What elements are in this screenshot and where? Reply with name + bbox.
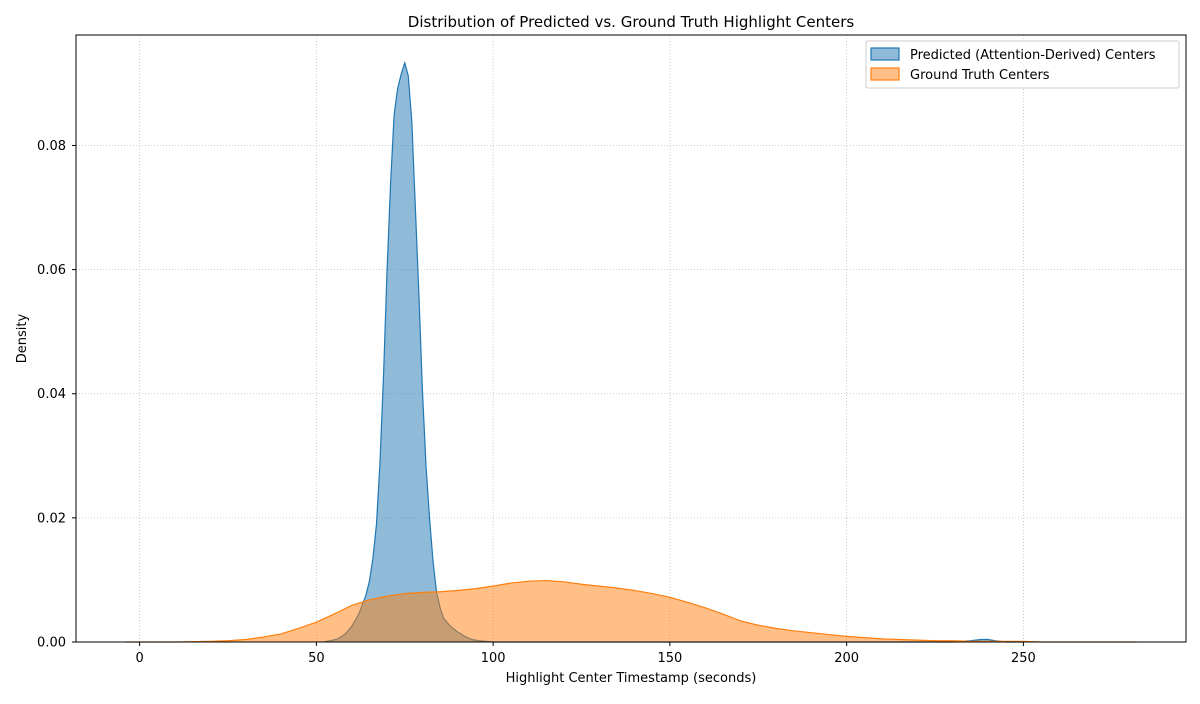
predicted-density-area: [323, 62, 1024, 643]
chart-title: Distribution of Predicted vs. Ground Tru…: [408, 13, 855, 31]
y-tick-label: 0.06: [37, 263, 66, 278]
legend-label-ground-truth: Ground Truth Centers: [910, 68, 1050, 83]
grid-layer: [76, 35, 1186, 643]
series-layer: [125, 60, 1137, 643]
y-tick-label: 0.08: [37, 139, 66, 154]
x-tick-label: 200: [834, 651, 859, 666]
x-tick-label: 250: [1011, 651, 1036, 666]
x-tick-label: 100: [481, 651, 506, 666]
y-tick-label: 0.02: [37, 511, 66, 526]
legend-label-predicted: Predicted (Attention-Derived) Centers: [910, 48, 1156, 63]
x-tick-label: 150: [657, 651, 682, 666]
legend-swatch-ground-truth: [870, 67, 900, 81]
x-axis-label: Highlight Center Timestamp (seconds): [506, 671, 757, 686]
ground-truth-density-area: [125, 580, 1137, 642]
legend: Predicted (Attention-Derived) Centers Gr…: [865, 40, 1180, 89]
ground-truth-density-line: [125, 579, 1137, 643]
plot-frame: [75, 34, 1187, 643]
x-tick-label: 0: [135, 651, 143, 666]
y-axis-label: Density: [15, 313, 30, 363]
legend-swatch-predicted: [870, 47, 900, 61]
axes-layer: [75, 34, 1187, 643]
y-tick-label: 0.00: [37, 636, 66, 651]
x-tick-label: 50: [308, 651, 325, 666]
y-tick-label: 0.04: [37, 387, 66, 402]
ticks-layer: 0 50 100 150 200 250 0.00 0.02 0.04 0.06 0.08: [37, 139, 1036, 666]
legend-box: [865, 40, 1180, 89]
